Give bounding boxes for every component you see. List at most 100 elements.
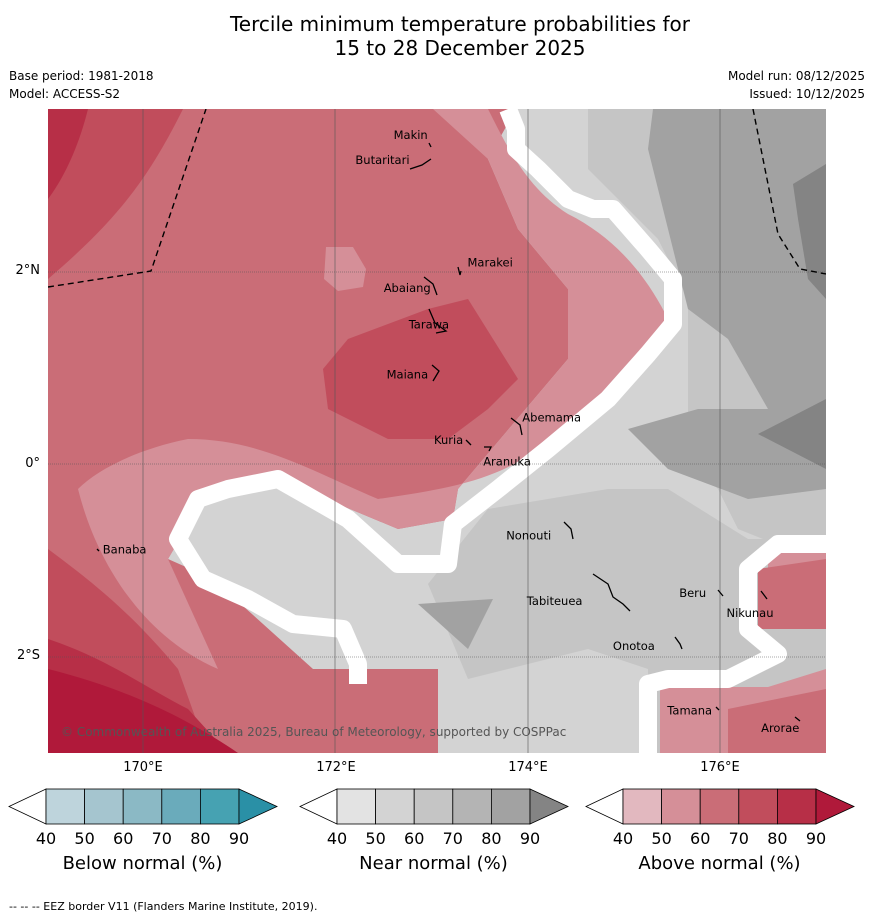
colorbar-tick-label: 50	[74, 829, 95, 848]
colorbar-segment	[375, 788, 415, 825]
region-above-85-north	[48, 109, 88, 199]
colorbar-tick-label: 40	[326, 829, 348, 848]
colorbar-tick-label: 60	[113, 829, 134, 848]
colorbar-min-arrow	[585, 788, 624, 825]
title-line-2: 15 to 28 December 2025	[334, 36, 586, 60]
colorbar-max-arrow	[529, 788, 569, 825]
colorbar-tick-label: 60	[404, 829, 425, 848]
colorbar-tick-label: 50	[365, 829, 386, 848]
island-abemama-shape	[510, 417, 523, 436]
place-label-makin: Makin	[394, 128, 428, 142]
place-label-tamana: Tamana	[666, 704, 712, 718]
lat-label-2n: 2°N	[15, 263, 41, 278]
island-nonouti-shape	[563, 521, 574, 540]
eez-border	[48, 109, 826, 288]
colorbar-tick-label: 50	[651, 829, 672, 848]
colorbar-min-arrow	[8, 788, 47, 825]
place-label-marakei: Marakei	[468, 256, 513, 270]
place-label-tarawa: Tarawa	[408, 318, 449, 332]
category-boundary-se	[639, 535, 826, 753]
colorbar-segment	[738, 788, 778, 825]
place-label-nikunau: Nikunau	[727, 606, 774, 620]
colorbar-segment	[336, 788, 376, 825]
colorbar-tick-label: 70	[728, 829, 749, 848]
colorbar-tick-label: 60	[690, 829, 711, 848]
colorbar-segment	[699, 788, 740, 825]
island-nikunau-shape	[760, 590, 768, 600]
probability-map: Makin Butaritari Marakei Abaiang Tarawa Maian…	[48, 109, 826, 753]
place-label-abemama: Abemama	[522, 411, 581, 425]
island-onotoa-shape	[674, 636, 683, 650]
category-boundary-main	[169, 109, 682, 684]
place-label-banaba: Banaba	[103, 543, 147, 557]
island-beru-shape	[717, 589, 724, 597]
place-label-nonouti: Nonouti	[506, 529, 551, 543]
colorbar-tick-label: 40	[612, 829, 634, 848]
place-label-kuria: Kuria	[434, 433, 463, 447]
island-aranuka-shape	[484, 446, 493, 452]
island-makin-shape	[428, 142, 432, 148]
region-above-80-north	[48, 109, 183, 279]
place-label-tabiteuea: Tabiteuea	[526, 594, 583, 608]
place-label-beru: Beru	[679, 586, 706, 600]
place-label-butaritari: Butaritari	[355, 153, 409, 167]
place-label-maiana: Maiana	[387, 368, 429, 382]
colorbar-tick-label: 70	[151, 829, 172, 848]
region-near-80-b	[758, 399, 826, 469]
colorbar-tick-label: 80	[481, 829, 502, 848]
colorbar-min-arrow	[299, 788, 338, 825]
colorbar-segment	[413, 788, 454, 825]
island-abaiang-shape	[423, 276, 438, 296]
colorbar-segment	[661, 788, 701, 825]
colorbar-segment	[161, 788, 201, 825]
colorbar-title: Above normal (%)	[638, 853, 801, 874]
island-arorae-shape	[794, 716, 801, 722]
meta-right: Model run: 08/12/2025 Issued: 10/12/2025	[728, 67, 865, 103]
region-near-70-patch	[418, 599, 493, 649]
title-line-1: Tercile minimum temperature probabilitie…	[229, 12, 691, 36]
colorbar-title: Below normal (%)	[62, 853, 223, 874]
eez-legend-note: -- -- -- EEZ border V11 (Flanders Marine…	[9, 900, 318, 913]
place-label-aranuka: Aranuka	[483, 455, 531, 469]
colorbar-tick-label: 70	[442, 829, 463, 848]
lon-label-174: 174°E	[508, 760, 548, 775]
region-near-70-south	[628, 399, 826, 499]
meta-left: Base period: 1981-2018 Model: ACCESS-S2	[9, 67, 154, 103]
island-kuria-shape	[465, 439, 472, 446]
colorbar-max-arrow	[815, 788, 855, 825]
map-fill-regions: Makin Butaritari Marakei Abaiang Tarawa Maian…	[48, 109, 826, 753]
region-above-70-se	[728, 689, 826, 753]
eez-border-east	[752, 109, 826, 275]
colorbar-title: Near normal (%)	[359, 853, 508, 874]
place-labels: Makin Butaritari Marakei Abaiang Tarawa Maian…	[103, 128, 800, 735]
region-above-70-east	[758, 559, 826, 629]
base-period: Base period: 1981-2018	[9, 69, 154, 83]
colorbar-segment	[622, 788, 662, 825]
place-label-arorae: Arorae	[761, 721, 799, 735]
colorbar-above-normal	[585, 788, 855, 825]
region-above-50-patch	[324, 247, 366, 291]
place-label-abaiang: Abaiang	[384, 281, 431, 295]
island-marakei-shape	[457, 266, 462, 276]
eez-border-west	[48, 109, 207, 288]
island-tamana-shape	[715, 706, 720, 711]
colorbar-tick-label: 90	[805, 829, 827, 848]
colorbar-tick-label: 80	[767, 829, 788, 848]
issued-date: Issued: 10/12/2025	[749, 87, 865, 101]
colorbar-max-arrow	[238, 788, 278, 825]
region-near-80	[793, 164, 826, 299]
island-tarawa-shape	[428, 308, 448, 334]
map-title: Tercile minimum temperature probabilitie…	[0, 12, 873, 60]
lat-label-2s: 2°S	[16, 648, 40, 663]
copyright-notice: © Commonwealth of Australia 2025, Bureau…	[61, 725, 566, 739]
lat-label-0: 0°	[25, 456, 40, 471]
colorbar-segment	[84, 788, 124, 825]
lon-label-170: 170°E	[123, 760, 163, 775]
place-label-onotoa: Onotoa	[613, 639, 655, 653]
colorbar-segment	[776, 788, 817, 825]
model-run: Model run: 08/12/2025	[727, 69, 865, 83]
colorbar-segment	[122, 788, 163, 825]
colorbar-tick-label: 40	[35, 829, 57, 848]
colorbar-below-normal	[8, 788, 278, 825]
model-name: Model: ACCESS-S2	[9, 87, 121, 101]
